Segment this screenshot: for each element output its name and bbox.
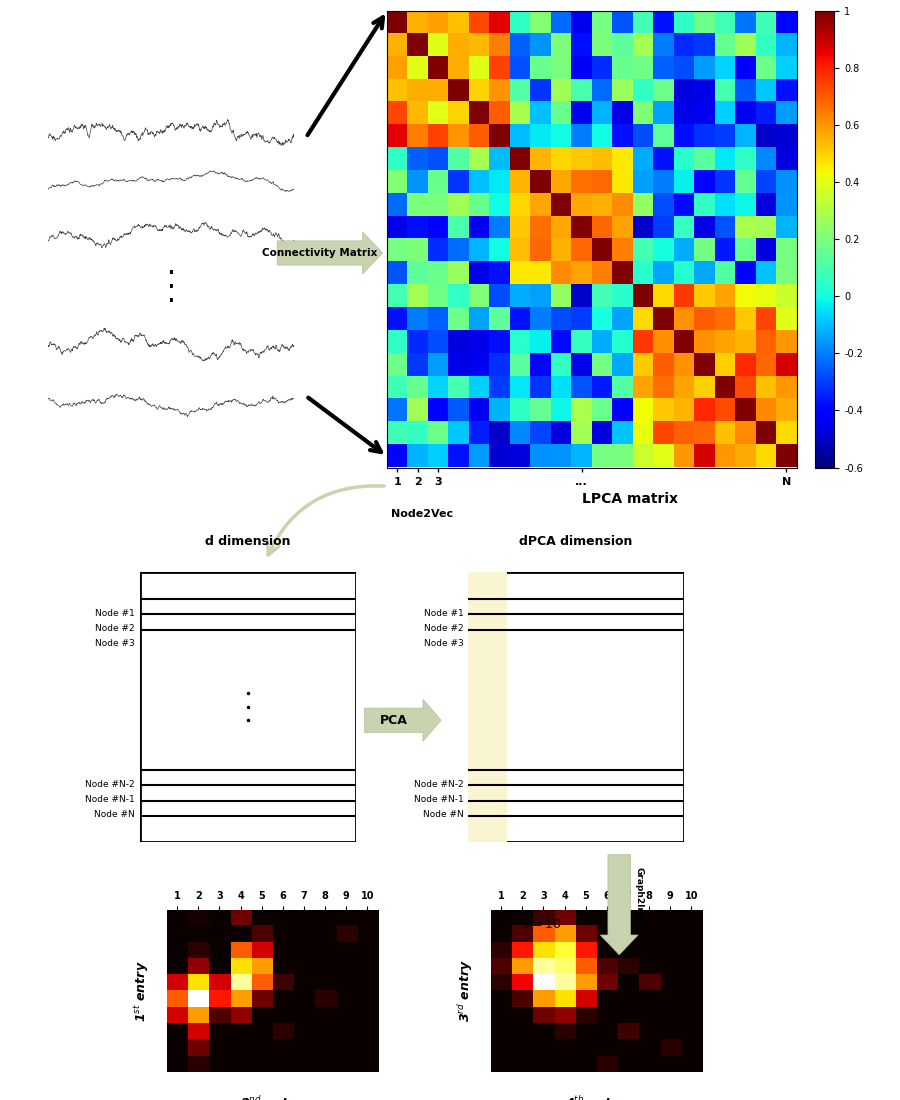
Text: Node #N: Node #N (423, 811, 464, 819)
Text: 4$^{th}$ entry: 4$^{th}$ entry (565, 1094, 627, 1100)
Text: Node #1: Node #1 (424, 608, 464, 618)
Text: LPCA matrix: LPCA matrix (582, 492, 678, 506)
Text: Node #1: Node #1 (95, 608, 135, 618)
Text: Node #N-2: Node #N-2 (86, 780, 135, 789)
Text: Node #N-1: Node #N-1 (86, 795, 135, 804)
Text: Node #2: Node #2 (424, 624, 464, 634)
Text: d dimension: d dimension (205, 535, 290, 548)
Text: 2$^{nd}$ entry: 2$^{nd}$ entry (240, 1094, 304, 1100)
Text: ·: · (166, 260, 176, 288)
Text: $r=10$: $r=10$ (524, 917, 562, 931)
Text: Node #N-2: Node #N-2 (414, 780, 464, 789)
Text: Node #N-1: Node #N-1 (414, 795, 464, 804)
Text: Node #2: Node #2 (95, 624, 135, 634)
Text: Graph2Img: Graph2Img (634, 867, 644, 923)
Text: 3$^{rd}$ entry: 3$^{rd}$ entry (456, 959, 475, 1023)
Text: Connectivity Matrix: Connectivity Matrix (262, 248, 377, 258)
Text: Node #3: Node #3 (95, 639, 135, 649)
Text: Node #3: Node #3 (424, 639, 464, 649)
Bar (468, 572, 507, 842)
Text: ·: · (166, 274, 176, 302)
Text: 1$^{st}$ entry: 1$^{st}$ entry (132, 960, 150, 1022)
Text: PCA: PCA (381, 714, 408, 727)
Text: Node #N: Node #N (94, 811, 135, 819)
Text: ·: · (166, 288, 176, 317)
Text: Node2Vec: Node2Vec (392, 508, 454, 519)
Text: dPCA dimension: dPCA dimension (519, 535, 633, 548)
